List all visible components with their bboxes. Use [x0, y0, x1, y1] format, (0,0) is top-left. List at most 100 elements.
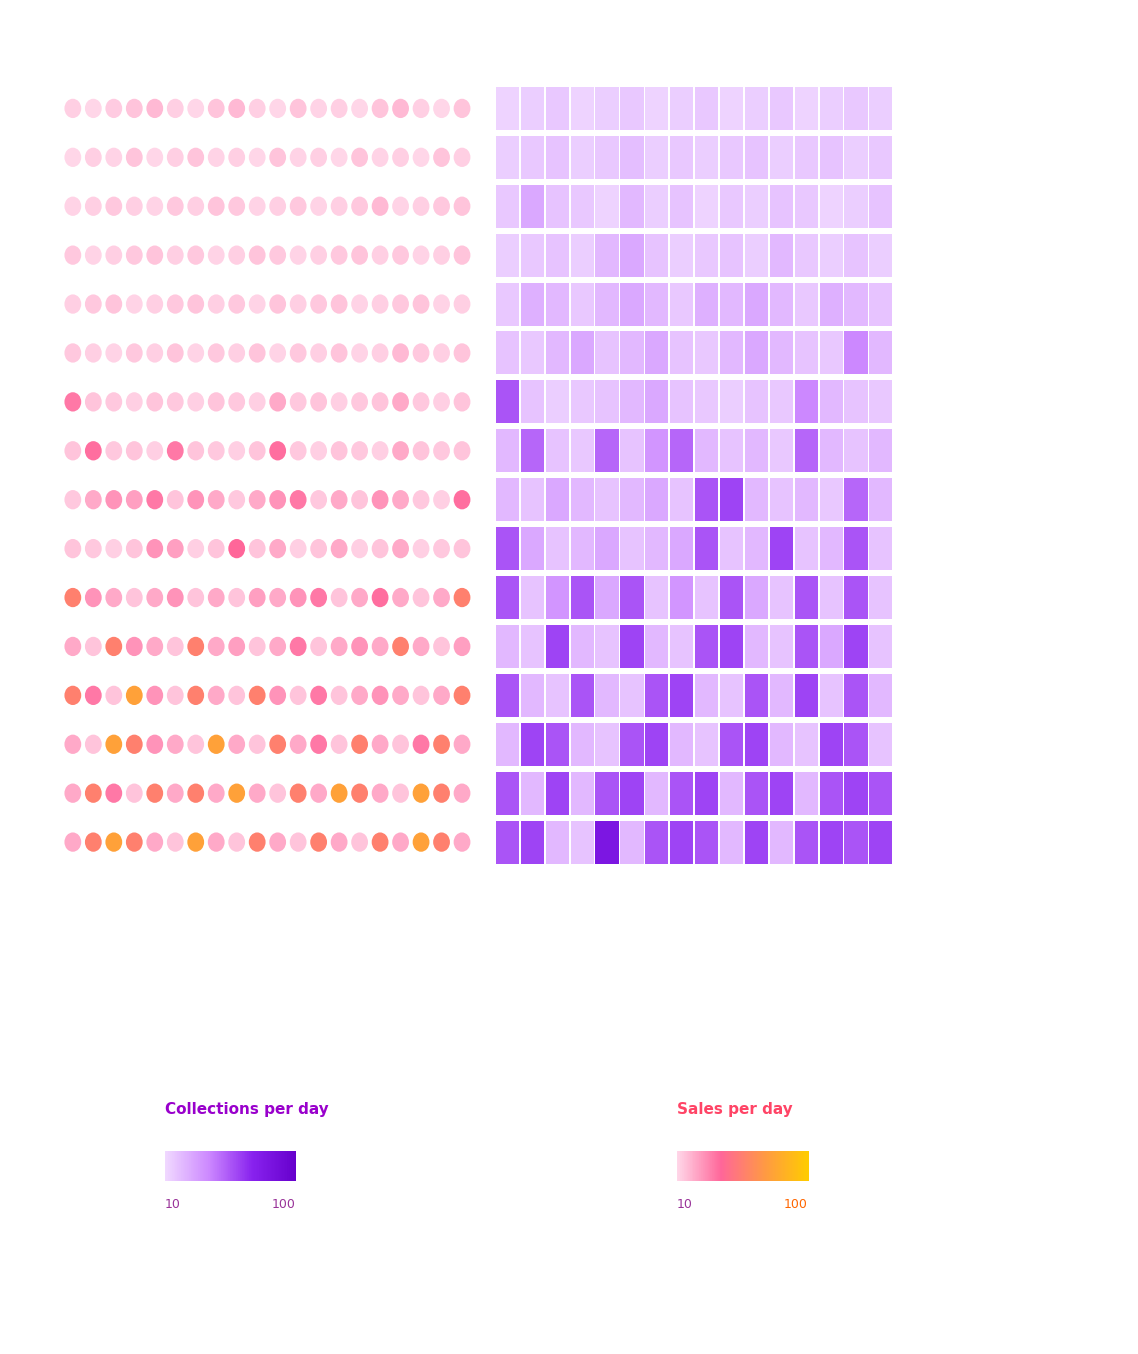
Bar	[794, 135, 818, 179]
Bar	[165, 1151, 166, 1181]
Bar	[267, 1151, 269, 1181]
Bar	[670, 135, 693, 179]
Bar	[171, 1151, 172, 1181]
Bar	[570, 575, 594, 619]
Bar	[291, 1151, 292, 1181]
Bar	[521, 135, 544, 179]
Bar	[869, 429, 892, 473]
Bar	[253, 1151, 254, 1181]
Ellipse shape	[372, 636, 388, 657]
Bar	[262, 1151, 263, 1181]
Bar	[802, 1151, 803, 1181]
Bar	[869, 821, 892, 864]
Ellipse shape	[331, 245, 347, 265]
Ellipse shape	[393, 735, 409, 754]
Bar	[521, 332, 544, 375]
Bar	[496, 332, 519, 375]
Ellipse shape	[65, 245, 81, 265]
Bar	[191, 1151, 192, 1181]
Bar	[708, 1151, 709, 1181]
Ellipse shape	[270, 99, 286, 118]
Bar	[244, 1151, 245, 1181]
Bar	[715, 1151, 716, 1181]
Bar	[595, 772, 619, 815]
Bar	[683, 1151, 684, 1181]
Ellipse shape	[454, 148, 470, 167]
Ellipse shape	[147, 196, 163, 215]
Ellipse shape	[188, 294, 204, 314]
Bar	[693, 1151, 694, 1181]
Bar	[216, 1151, 217, 1181]
Ellipse shape	[311, 490, 327, 509]
Bar	[546, 821, 569, 864]
Bar	[207, 1151, 208, 1181]
Bar	[241, 1151, 242, 1181]
Bar	[246, 1151, 247, 1181]
Ellipse shape	[208, 784, 224, 803]
Ellipse shape	[434, 735, 450, 754]
Ellipse shape	[106, 441, 122, 460]
Bar	[274, 1151, 275, 1181]
Ellipse shape	[331, 148, 347, 167]
Bar	[695, 575, 718, 619]
Ellipse shape	[372, 685, 388, 705]
Ellipse shape	[208, 833, 224, 852]
Ellipse shape	[188, 833, 204, 852]
Bar	[797, 1151, 798, 1181]
Ellipse shape	[126, 393, 142, 412]
Bar	[259, 1151, 261, 1181]
Ellipse shape	[188, 196, 204, 215]
Ellipse shape	[290, 393, 306, 412]
Bar	[620, 380, 643, 424]
Ellipse shape	[126, 833, 142, 852]
Bar	[259, 1151, 261, 1181]
Ellipse shape	[311, 833, 327, 852]
Bar	[767, 1151, 768, 1181]
Bar	[718, 1151, 719, 1181]
Bar	[521, 87, 544, 130]
Bar	[766, 1151, 767, 1181]
Ellipse shape	[434, 441, 450, 460]
Ellipse shape	[352, 735, 368, 754]
Bar	[645, 772, 668, 815]
Bar	[496, 87, 519, 130]
Ellipse shape	[352, 441, 368, 460]
Bar	[266, 1151, 267, 1181]
Ellipse shape	[331, 294, 347, 314]
Bar	[709, 1151, 710, 1181]
Bar	[620, 478, 643, 521]
Ellipse shape	[393, 294, 409, 314]
Bar	[769, 821, 793, 864]
Bar	[700, 1151, 701, 1181]
Bar	[233, 1151, 234, 1181]
Bar	[744, 1151, 745, 1181]
Bar	[774, 1151, 775, 1181]
Ellipse shape	[147, 245, 163, 265]
Ellipse shape	[188, 784, 204, 803]
Bar	[211, 1151, 212, 1181]
Bar	[190, 1151, 191, 1181]
Bar	[720, 772, 743, 815]
Bar	[694, 1151, 695, 1181]
Ellipse shape	[147, 833, 163, 852]
Bar	[760, 1151, 761, 1181]
Bar	[798, 1151, 799, 1181]
Bar	[745, 332, 768, 375]
Ellipse shape	[331, 685, 347, 705]
Bar	[595, 429, 619, 473]
Bar	[166, 1151, 167, 1181]
Bar	[203, 1151, 204, 1181]
Ellipse shape	[290, 636, 306, 657]
Ellipse shape	[106, 735, 122, 754]
Ellipse shape	[249, 148, 265, 167]
Ellipse shape	[270, 393, 286, 412]
Bar	[230, 1151, 232, 1181]
Bar	[670, 234, 693, 276]
Ellipse shape	[393, 588, 409, 607]
Bar	[741, 1151, 742, 1181]
Ellipse shape	[188, 99, 204, 118]
Bar	[670, 821, 693, 864]
Ellipse shape	[331, 99, 347, 118]
Bar	[784, 1151, 785, 1181]
Bar	[263, 1151, 264, 1181]
